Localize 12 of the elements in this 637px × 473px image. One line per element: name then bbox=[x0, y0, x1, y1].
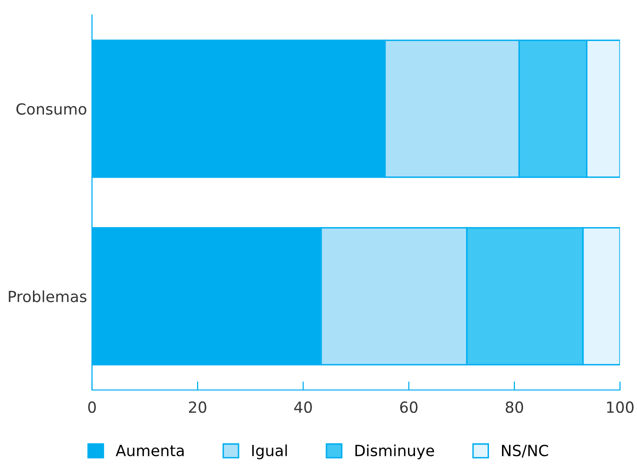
x-tick-label: 0 bbox=[88, 401, 96, 413]
legend-label: NS/NC bbox=[502, 444, 548, 458]
y-tick-label: Consumo bbox=[16, 103, 86, 115]
legend-label: Igual bbox=[252, 444, 287, 460]
legend-label: Disminuye bbox=[355, 444, 434, 460]
x-tick-label: 80 bbox=[506, 401, 524, 413]
x-tick-label: 100 bbox=[607, 401, 634, 413]
y-tick-label: Problemas bbox=[8, 290, 86, 302]
x-tick-label: 40 bbox=[294, 401, 312, 413]
legend-label: Aumenta bbox=[116, 444, 184, 456]
x-tick-label: 60 bbox=[400, 401, 418, 413]
x-tick-label: 20 bbox=[189, 401, 206, 413]
